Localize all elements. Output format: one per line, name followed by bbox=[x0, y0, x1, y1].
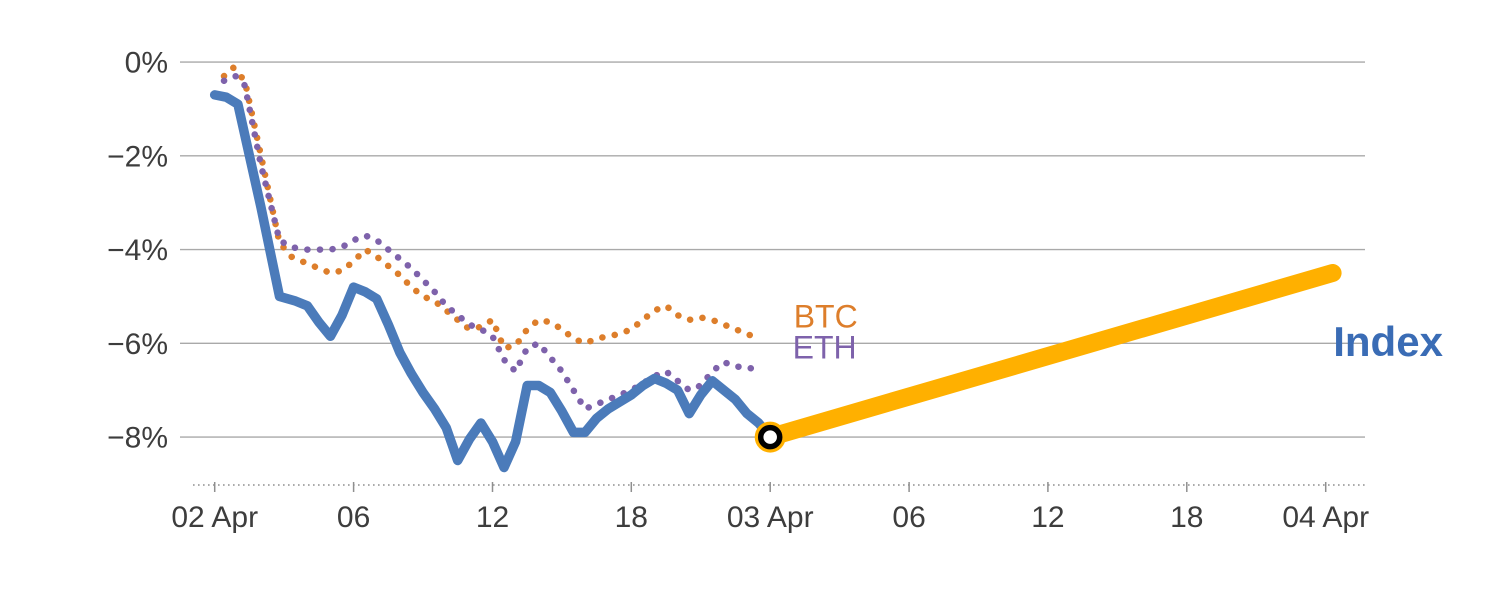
label-btc: BTC bbox=[794, 299, 858, 335]
x-axis-label: 12 bbox=[476, 501, 509, 534]
y-axis-label: −4% bbox=[107, 234, 168, 267]
series-btc-line bbox=[220, 64, 762, 352]
label-index: Index bbox=[1333, 318, 1443, 365]
y-axis-label: 0% bbox=[125, 47, 168, 80]
series-index-line bbox=[209, 90, 775, 473]
x-axis-label: 18 bbox=[615, 501, 648, 534]
x-axis-label: 03 Apr bbox=[727, 501, 814, 534]
x-axis-label: 18 bbox=[1170, 501, 1203, 534]
x-axis-label: 04 Apr bbox=[1282, 501, 1369, 534]
y-axis-label: −8% bbox=[107, 422, 168, 455]
y-axis-label: −2% bbox=[107, 140, 168, 173]
x-axis-label: 06 bbox=[337, 501, 370, 534]
projection-start-marker bbox=[757, 424, 783, 450]
y-axis-label: −6% bbox=[107, 328, 168, 361]
x-axis-label: 12 bbox=[1031, 501, 1064, 534]
x-axis-label: 06 bbox=[892, 501, 925, 534]
series-eth-line bbox=[220, 72, 762, 413]
label-eth: ETH bbox=[793, 330, 857, 366]
x-axis-label: 02 Apr bbox=[171, 501, 258, 534]
series-index-projection-line bbox=[761, 264, 1342, 447]
